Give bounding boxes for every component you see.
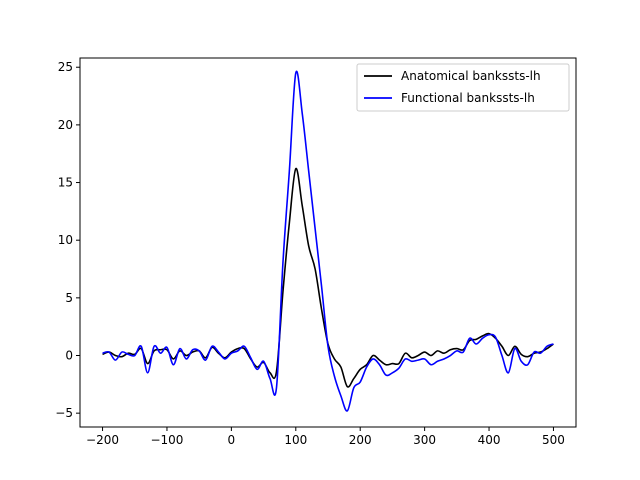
legend-label-anatomical: Anatomical bankssts-lh xyxy=(401,69,541,83)
x-tick-label: 100 xyxy=(284,433,307,447)
x-tick-label: 500 xyxy=(542,433,565,447)
x-tick-label: −100 xyxy=(150,433,183,447)
x-tick-label: 200 xyxy=(349,433,372,447)
y-axis: −5 0 5 10 15 20 25 xyxy=(55,60,80,420)
y-tick-label: 25 xyxy=(58,60,73,74)
x-tick-label: 400 xyxy=(478,433,501,447)
plot-background xyxy=(80,58,576,427)
x-tick-label: 300 xyxy=(413,433,436,447)
plot-frame xyxy=(79,57,577,428)
y-tick-label: 15 xyxy=(58,176,73,190)
series-layer xyxy=(102,70,554,412)
y-tick-label: 0 xyxy=(65,349,73,363)
legend-box xyxy=(356,63,570,112)
legend: Anatomical bankssts-lh Functional bankss… xyxy=(356,63,570,112)
x-tick-label: 0 xyxy=(228,433,236,447)
y-tick-label: −5 xyxy=(55,406,73,420)
series-line-functional xyxy=(102,70,554,412)
y-tick-label: 20 xyxy=(58,118,73,132)
x-axis: −200 −100 0 100 200 300 400 500 xyxy=(86,427,565,447)
y-tick-label: 10 xyxy=(58,233,73,247)
x-tick-label: −200 xyxy=(86,433,119,447)
y-tick-label: 5 xyxy=(65,291,73,305)
legend-label-functional: Functional bankssts-lh xyxy=(401,91,535,105)
